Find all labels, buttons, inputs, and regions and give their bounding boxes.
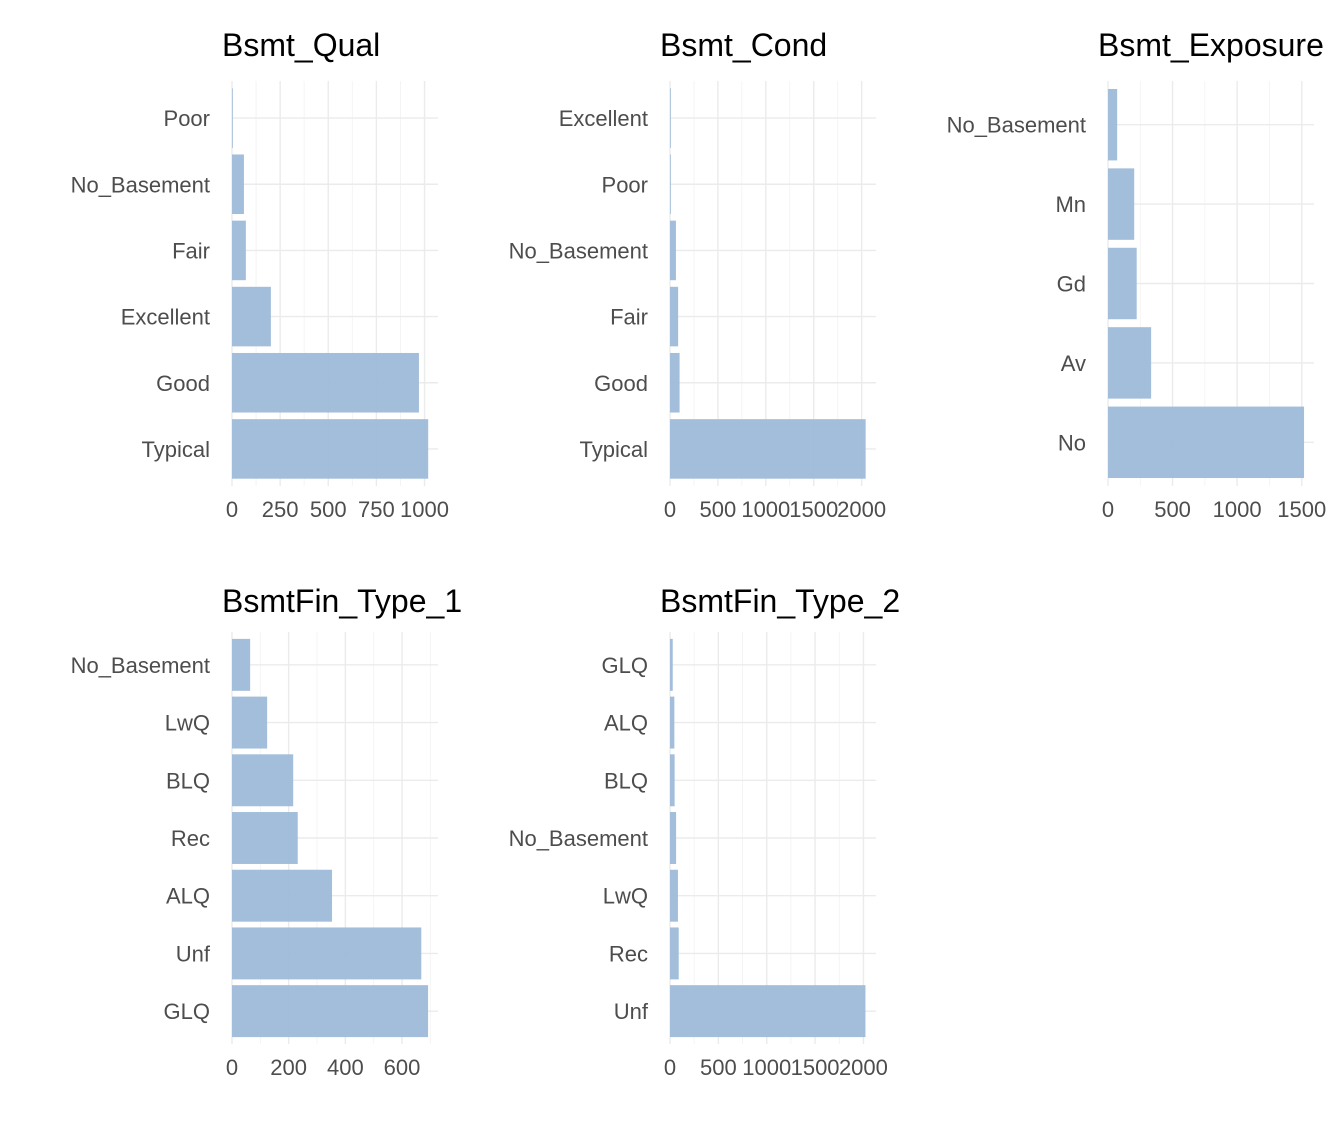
bar-no-basement — [232, 638, 251, 691]
bar-fair — [670, 286, 679, 347]
bar-typical — [232, 419, 429, 479]
bar-av — [1108, 327, 1152, 399]
category-label: No_Basement — [71, 172, 210, 197]
bar-no-basement — [1108, 88, 1118, 161]
bar-lwq — [232, 696, 268, 749]
chart-title: Bsmt_Exposure — [1098, 27, 1324, 63]
category-label: Excellent — [121, 305, 210, 330]
category-label: BLQ — [604, 768, 648, 793]
x-tick-label: 1500 — [789, 497, 838, 522]
x-tick-label: 250 — [262, 497, 299, 522]
x-tick-label: 200 — [270, 1055, 307, 1080]
bar-typical — [670, 419, 866, 479]
chart-title: Bsmt_Qual — [222, 27, 380, 63]
bar-no-basement — [670, 812, 677, 864]
bar-rec — [670, 927, 679, 980]
chart-panel-3: No Av Gd Mn No_Basement 0 500 1000 1500 Bsmt_Expo… — [947, 27, 1327, 522]
category-label: No_Basement — [71, 653, 210, 678]
bar-lwq — [670, 869, 678, 922]
category-label: LwQ — [165, 711, 210, 736]
bar-no-basement — [232, 154, 244, 215]
category-label: Excellent — [559, 106, 648, 131]
category-label: No — [1058, 430, 1086, 455]
bar-unf — [670, 985, 866, 1038]
x-tick-label: 500 — [700, 497, 737, 522]
x-tick-label: 1500 — [791, 1055, 840, 1080]
bar-good — [232, 352, 419, 413]
category-label: No_Basement — [947, 113, 1086, 138]
category-label: ALQ — [166, 884, 210, 909]
category-label: Unf — [176, 941, 211, 966]
bar-blq — [670, 754, 675, 807]
x-tick-label: 1000 — [742, 1055, 791, 1080]
bar-unf — [232, 927, 422, 980]
category-label: Fair — [610, 305, 648, 330]
x-tick-label: 0 — [226, 1055, 238, 1080]
chart-panel-4: GLQ Unf ALQ Rec BLQ LwQ No_Basement 0 200 400 600 B… — [71, 583, 463, 1080]
category-label: Gd — [1057, 272, 1086, 297]
x-tick-label: 0 — [664, 497, 676, 522]
x-tick-label: 2000 — [839, 1055, 888, 1080]
category-label: ALQ — [604, 711, 648, 736]
bar-excellent — [232, 286, 271, 347]
bar-glq — [670, 638, 673, 691]
x-tick-label: 1000 — [1213, 497, 1262, 522]
bar-alq — [670, 696, 675, 749]
x-tick-label: 1500 — [1277, 497, 1326, 522]
category-label: Poor — [164, 106, 210, 131]
bar-blq — [232, 754, 294, 807]
x-tick-label: 2000 — [837, 497, 886, 522]
category-label: Poor — [602, 172, 648, 197]
category-label: Typical — [580, 437, 648, 462]
chart-panel-2: Typical Good Fair No_Basement Poor Excellent 0… — [509, 27, 887, 522]
x-tick-label: 600 — [384, 1055, 421, 1080]
bar-no — [1108, 406, 1305, 479]
category-label: GLQ — [164, 999, 210, 1024]
x-tick-label: 500 — [310, 497, 347, 522]
category-label: Mn — [1055, 192, 1086, 217]
category-label: Rec — [609, 941, 648, 966]
chart-title: BsmtFin_Type_2 — [660, 583, 900, 619]
chart-title: BsmtFin_Type_1 — [222, 583, 462, 619]
x-tick-label: 400 — [327, 1055, 364, 1080]
x-tick-label: 0 — [664, 1055, 676, 1080]
category-label: Good — [156, 371, 210, 396]
category-label: GLQ — [602, 653, 648, 678]
bar-poor — [232, 88, 233, 148]
x-tick-label: 0 — [1102, 497, 1114, 522]
bar-gd — [1108, 247, 1137, 320]
bar-poor — [670, 154, 671, 215]
x-tick-label: 1000 — [741, 497, 790, 522]
category-label: Unf — [614, 999, 649, 1024]
category-label: Av — [1061, 351, 1086, 376]
bar-good — [670, 352, 680, 413]
category-label: No_Basement — [509, 238, 648, 263]
chart-panel-5: Unf Rec LwQ No_Basement BLQ ALQ GLQ 0 500 1000 150… — [509, 583, 901, 1080]
category-label: Fair — [172, 238, 210, 263]
category-label: BLQ — [166, 768, 210, 793]
category-label: Good — [594, 371, 648, 396]
bar-no-basement — [670, 220, 676, 281]
chart-panel-1: Typical Good Excellent Fair No_Basement Poor 0… — [71, 27, 449, 522]
category-label: Typical — [142, 437, 210, 462]
x-tick-label: 500 — [1154, 497, 1191, 522]
chart-title: Bsmt_Cond — [660, 27, 827, 63]
category-label: LwQ — [603, 884, 648, 909]
bar-glq — [232, 985, 429, 1038]
bar-alq — [232, 869, 333, 922]
bar-rec — [232, 812, 298, 864]
category-label: Rec — [171, 826, 210, 851]
bar-mn — [1108, 168, 1135, 240]
x-tick-label: 750 — [358, 497, 395, 522]
category-label: No_Basement — [509, 826, 648, 851]
x-tick-label: 1000 — [400, 497, 449, 522]
bar-fair — [232, 220, 246, 281]
x-tick-label: 0 — [226, 497, 238, 522]
x-tick-label: 500 — [700, 1055, 737, 1080]
bar-excellent — [670, 88, 671, 148]
